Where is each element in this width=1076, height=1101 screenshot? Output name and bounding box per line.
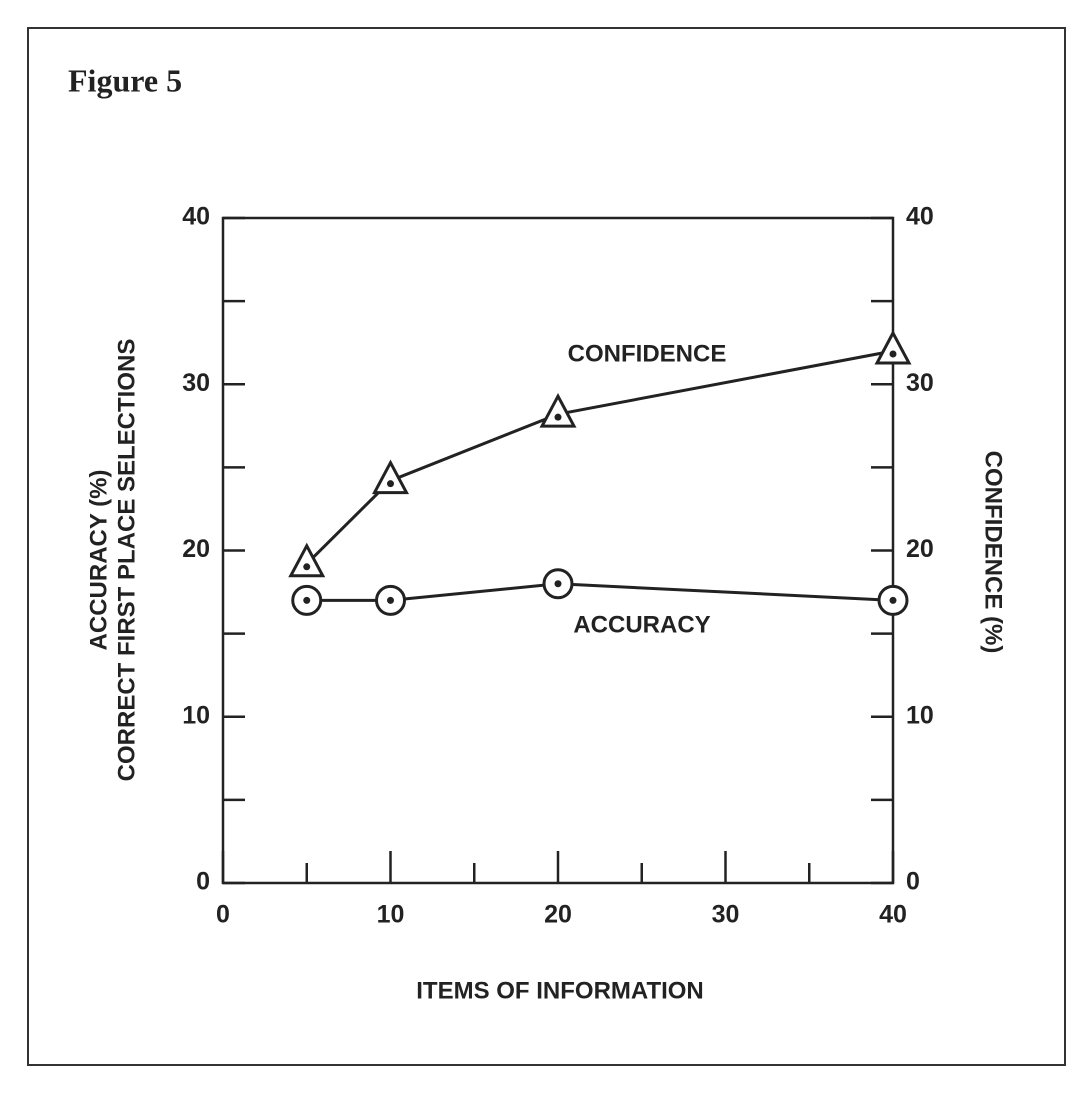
y2-tick-label: 20 bbox=[906, 535, 934, 563]
marker-dot bbox=[387, 480, 394, 488]
y-tick-label: 0 bbox=[196, 868, 210, 896]
y-tick-label: 40 bbox=[182, 203, 210, 231]
series-label: ACCURACY bbox=[573, 612, 710, 639]
series-line bbox=[305, 349, 894, 565]
x-tick-label: 20 bbox=[544, 901, 572, 929]
marker-dot bbox=[303, 563, 311, 571]
y2-tick-label: 0 bbox=[906, 868, 920, 896]
x-tick-label: 10 bbox=[377, 901, 405, 929]
marker-dot bbox=[387, 596, 394, 604]
x-tick-label: 30 bbox=[712, 901, 740, 929]
marker-dot bbox=[889, 596, 897, 604]
x-axis-label: ITEMS OF INFORMATION bbox=[416, 977, 704, 1004]
y2-tick-label: 30 bbox=[906, 369, 934, 397]
series-label: CONFIDENCE bbox=[568, 340, 727, 367]
x-tick-label: 0 bbox=[216, 901, 230, 929]
marker-dot bbox=[554, 413, 562, 421]
plot-frame bbox=[221, 216, 895, 885]
y2-tick-label: 40 bbox=[906, 203, 934, 231]
triangle-marker bbox=[874, 329, 912, 365]
series-line bbox=[306, 582, 894, 602]
triangle-marker bbox=[372, 459, 409, 495]
triangle-marker bbox=[539, 392, 577, 428]
x-tick-label: 40 bbox=[879, 901, 907, 929]
triangle-marker bbox=[288, 542, 326, 578]
y-tick-label: 30 bbox=[182, 369, 210, 397]
marker-dot bbox=[554, 580, 562, 588]
marker-dot bbox=[303, 596, 311, 604]
y-axis-label: CORRECT FIRST PLACE SELECTIONS bbox=[113, 339, 140, 782]
y-axis-label: ACCURACY (%) bbox=[85, 470, 112, 651]
marker-dot bbox=[889, 350, 897, 358]
y-tick-label: 20 bbox=[182, 535, 210, 563]
chart-title: Figure 5 bbox=[68, 62, 182, 98]
y2-axis-label: CONFIDENCE (%) bbox=[980, 451, 1007, 654]
frame bbox=[27, 27, 1066, 1066]
y-tick-label: 10 bbox=[182, 701, 210, 729]
y2-tick-label: 10 bbox=[906, 701, 934, 729]
